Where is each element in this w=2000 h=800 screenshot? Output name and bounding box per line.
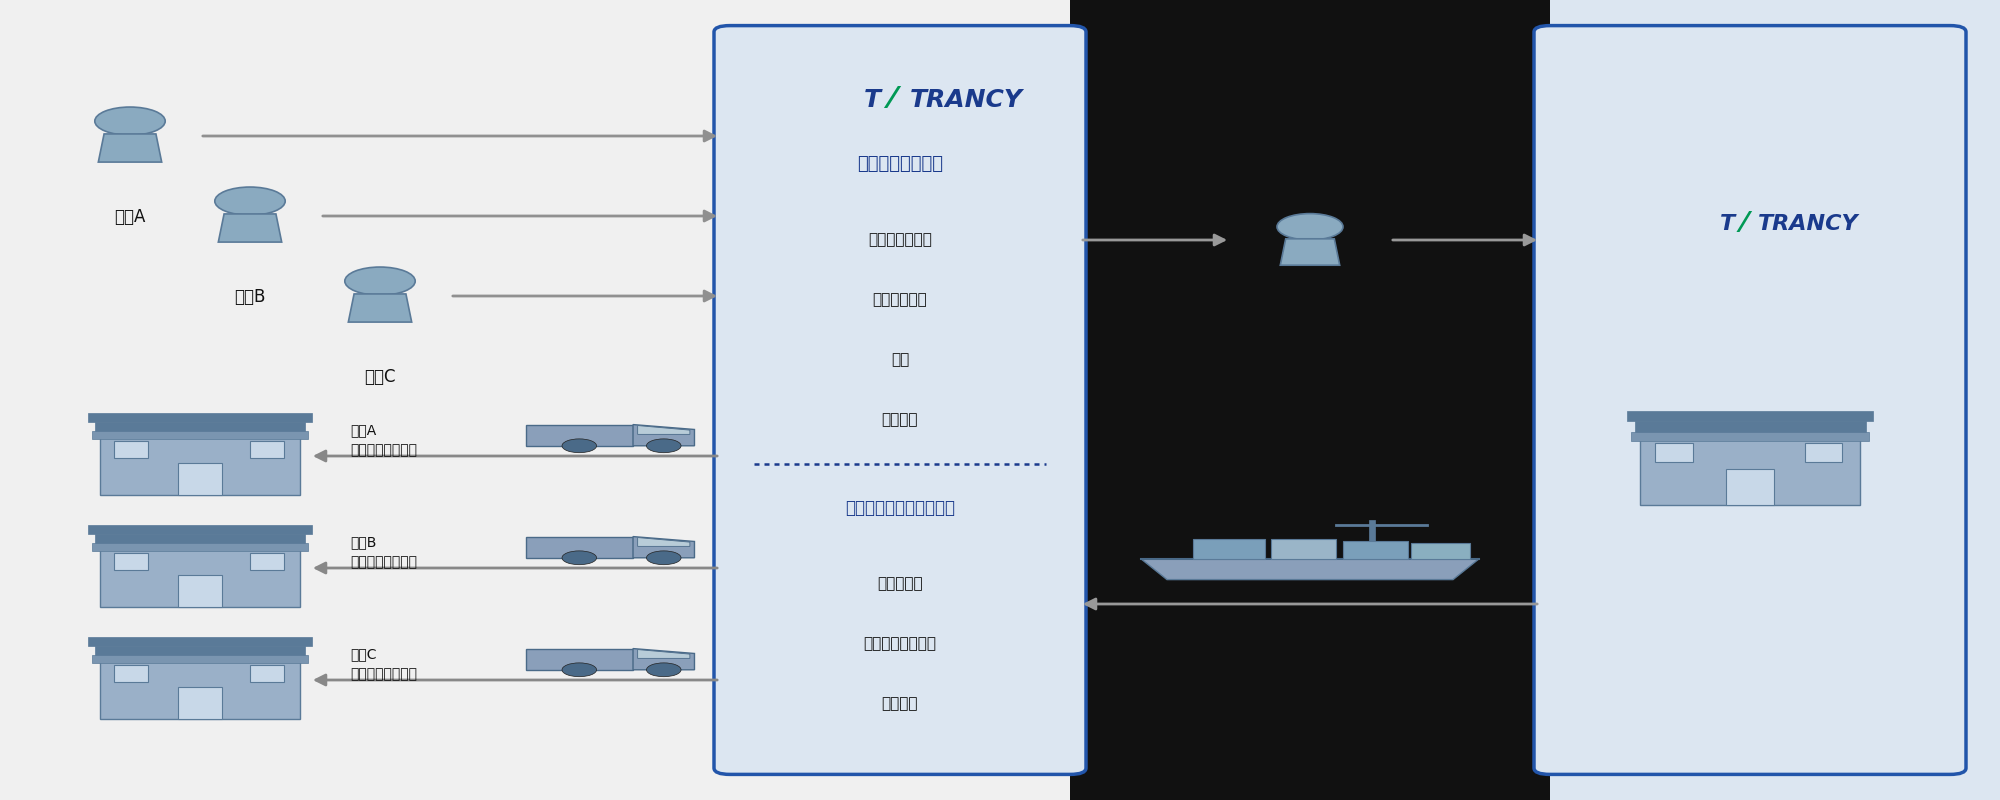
Polygon shape — [638, 538, 690, 546]
Bar — [88, 637, 312, 646]
Bar — [1804, 443, 1842, 462]
Bar — [114, 441, 148, 458]
Text: 輸入事前登録: 輸入事前登録 — [872, 293, 928, 307]
Circle shape — [646, 551, 682, 565]
FancyBboxPatch shape — [714, 26, 1086, 774]
Text: 顧客C: 顧客C — [364, 368, 396, 386]
Bar — [1656, 443, 1692, 462]
Text: 顧客B
店舗物流センター: 顧客B 店舗物流センター — [350, 535, 416, 569]
Circle shape — [562, 439, 596, 453]
Bar — [92, 430, 308, 438]
Text: ベトナム現地法人: ベトナム現地法人 — [856, 155, 944, 173]
Polygon shape — [638, 426, 690, 434]
Circle shape — [646, 663, 682, 677]
Text: ⁄: ⁄ — [890, 86, 894, 114]
Text: T: T — [864, 88, 880, 112]
Circle shape — [344, 267, 416, 295]
Bar — [526, 537, 634, 558]
Bar — [178, 463, 222, 494]
Text: 混載納入: 混載納入 — [882, 697, 918, 711]
Polygon shape — [634, 537, 694, 558]
Bar — [114, 553, 148, 570]
Circle shape — [562, 551, 596, 565]
Bar — [1640, 434, 1860, 505]
Bar — [178, 687, 222, 718]
Bar — [526, 425, 634, 446]
Polygon shape — [638, 650, 690, 658]
Bar — [92, 542, 308, 550]
Text: 納期: 納期 — [890, 353, 910, 367]
Bar — [88, 413, 312, 422]
Text: 発注取りまとめ: 発注取りまとめ — [868, 233, 932, 247]
Bar — [1626, 411, 1874, 422]
Polygon shape — [1140, 558, 1480, 579]
Circle shape — [94, 107, 166, 135]
Bar — [96, 534, 306, 545]
Polygon shape — [634, 649, 694, 670]
Bar — [1342, 541, 1408, 558]
Bar — [100, 657, 300, 718]
Text: 顧客C
店舗物流センター: 顧客C 店舗物流センター — [350, 647, 416, 681]
Bar — [250, 665, 284, 682]
Text: 店別ピース仕分け: 店別ピース仕分け — [864, 637, 936, 651]
Text: 顧客B: 顧客B — [234, 288, 266, 306]
Bar — [88, 525, 312, 534]
Text: ラベル貼り: ラベル貼り — [878, 577, 922, 591]
Text: 顧客A: 顧客A — [114, 208, 146, 226]
Bar — [100, 545, 300, 606]
Polygon shape — [1280, 238, 1340, 265]
Bar — [96, 422, 306, 433]
Bar — [250, 441, 284, 458]
Circle shape — [214, 187, 286, 215]
Bar — [1272, 539, 1336, 558]
Bar — [1550, 0, 2000, 800]
Bar — [100, 433, 300, 494]
Bar — [0, 0, 730, 800]
Text: 混載管理: 混載管理 — [882, 413, 918, 427]
Text: TRANCY: TRANCY — [910, 88, 1024, 112]
Polygon shape — [634, 425, 694, 446]
Bar — [1632, 432, 1868, 441]
Bar — [114, 665, 148, 682]
Bar — [92, 654, 308, 662]
Text: ⁄: ⁄ — [1742, 210, 1746, 238]
Bar — [250, 553, 284, 570]
FancyBboxPatch shape — [1534, 26, 1966, 774]
Bar — [1070, 0, 1550, 800]
Bar — [1412, 543, 1470, 558]
Bar — [1634, 422, 1866, 434]
Bar — [178, 575, 222, 606]
Bar — [96, 646, 306, 657]
Text: 顧客A
店舗物流センター: 顧客A 店舗物流センター — [350, 423, 416, 457]
Circle shape — [562, 663, 596, 677]
Circle shape — [1278, 214, 1344, 240]
Bar — [1192, 539, 1264, 558]
Bar — [1726, 469, 1774, 505]
Polygon shape — [348, 294, 412, 322]
Text: T: T — [1720, 214, 1736, 234]
Bar — [526, 649, 634, 670]
Polygon shape — [218, 214, 282, 242]
Polygon shape — [98, 134, 162, 162]
Text: ハノイ・ホーチミン倉庫: ハノイ・ホーチミン倉庫 — [844, 499, 956, 517]
Circle shape — [646, 439, 682, 453]
Bar — [1368, 520, 1376, 541]
Text: TRANCY: TRANCY — [1758, 214, 1858, 234]
